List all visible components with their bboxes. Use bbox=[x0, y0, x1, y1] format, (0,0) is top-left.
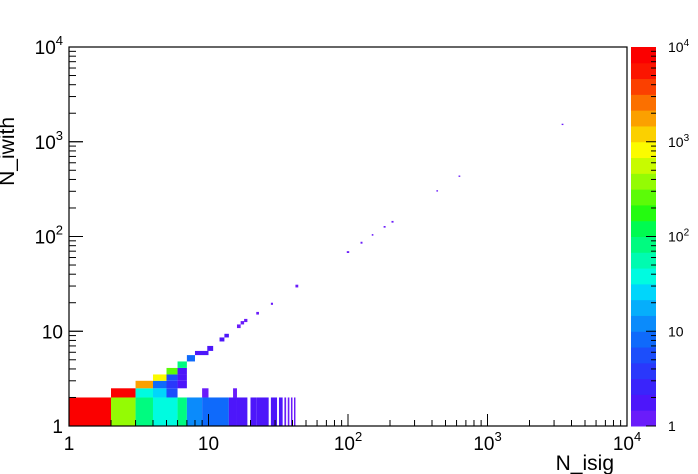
y-axis: 1 10 102 103 104 bbox=[35, 33, 83, 438]
color-bar-segment bbox=[631, 62, 656, 80]
heatmap-cell bbox=[177, 380, 187, 389]
heatmap-cell bbox=[224, 333, 229, 338]
x-tick-label: 1 bbox=[64, 434, 75, 455]
color-bar-segment bbox=[631, 252, 656, 269]
color-bar-segment bbox=[631, 299, 656, 316]
heatmap-cell bbox=[270, 302, 274, 305]
heatmap-cell bbox=[256, 311, 259, 315]
heatmap-cell bbox=[270, 397, 278, 426]
heatmap-cell bbox=[383, 226, 386, 228]
heatmap-cell bbox=[256, 397, 269, 426]
color-bar-tick-label: 102 bbox=[668, 228, 690, 245]
heatmap-cell bbox=[166, 380, 178, 389]
heatmap-cell bbox=[207, 345, 214, 351]
heatmap-cell bbox=[561, 123, 564, 126]
y-tick-label: 104 bbox=[35, 33, 63, 59]
color-bar-segment bbox=[631, 378, 656, 395]
heatmap-cell bbox=[250, 397, 257, 426]
heatmap-cell bbox=[287, 397, 290, 426]
x-axis: 1 10 102 103 104 bbox=[64, 414, 641, 455]
heatmap-cell bbox=[228, 397, 237, 426]
y-tick-label: 10 bbox=[42, 322, 63, 343]
heatmap-cell bbox=[69, 397, 111, 426]
heatmap-cell bbox=[166, 374, 178, 381]
heatmap-cell bbox=[236, 324, 241, 329]
color-bar-segment bbox=[631, 331, 656, 348]
color-bar-segment bbox=[631, 94, 656, 111]
color-bar-segment bbox=[631, 189, 656, 206]
heatmap-cell bbox=[186, 397, 203, 426]
heatmap-cell bbox=[458, 175, 461, 177]
heatmap-cell bbox=[233, 388, 237, 398]
color-bar-segment bbox=[631, 220, 656, 237]
heatmap-cell bbox=[202, 397, 229, 426]
y-tick-label: 102 bbox=[35, 223, 63, 249]
color-bar-segment bbox=[631, 347, 656, 364]
color-bar-tick-label: 1 bbox=[668, 418, 676, 434]
heatmap-cell bbox=[152, 380, 167, 389]
color-bar-tick-label: 103 bbox=[668, 133, 690, 150]
heatmap-cell bbox=[436, 190, 439, 192]
color-bar-segment bbox=[631, 410, 656, 427]
color-bar-segment bbox=[631, 110, 656, 127]
heatmap-cell bbox=[371, 234, 374, 236]
heatmap-cell bbox=[177, 367, 187, 375]
heatmap-cell bbox=[135, 388, 153, 398]
heatmap-cell bbox=[152, 397, 178, 426]
heatmap-cell bbox=[244, 318, 248, 323]
color-bar-tick-label: 10 bbox=[668, 323, 684, 339]
color-bar-segment bbox=[631, 173, 656, 190]
heatmap-cell bbox=[360, 241, 363, 244]
color-bar-segment bbox=[631, 362, 656, 380]
heatmap-cell bbox=[194, 350, 209, 356]
color-bar-segment bbox=[631, 157, 656, 174]
color-bar-segment bbox=[631, 125, 656, 143]
color-bar: 1 10 102 103 104 bbox=[631, 38, 690, 434]
color-bar-segment bbox=[631, 47, 656, 64]
heatmap-cell bbox=[177, 374, 187, 381]
color-bar-segment bbox=[631, 141, 656, 159]
heatmap-cell bbox=[177, 397, 187, 426]
heatmap-cell bbox=[110, 388, 136, 398]
color-bar-segment bbox=[631, 204, 656, 222]
color-bar-segment bbox=[631, 394, 656, 411]
y-tick-label: 1 bbox=[52, 417, 63, 438]
x-tick-label: 103 bbox=[473, 429, 501, 455]
heatmap-cell bbox=[295, 284, 299, 288]
heatmap-cells bbox=[69, 123, 564, 426]
y-axis-title: N_iwith bbox=[0, 117, 19, 186]
heatmap-cell bbox=[166, 388, 178, 398]
heatmap-cell bbox=[135, 397, 153, 426]
color-bar-tick-label: 104 bbox=[668, 38, 690, 55]
x-tick-label: 104 bbox=[613, 429, 641, 455]
x-tick-label: 10 bbox=[198, 434, 219, 455]
heatmap-cell bbox=[152, 374, 167, 381]
heatmap-cell bbox=[346, 251, 350, 253]
color-bar-segment bbox=[631, 78, 656, 95]
heatmap-cell bbox=[135, 380, 153, 389]
x-axis-title: N_isig bbox=[556, 452, 614, 474]
heatmap-cell bbox=[240, 321, 245, 325]
heatmap-cell bbox=[110, 397, 136, 426]
color-bar-segment bbox=[631, 315, 656, 332]
heatmap-cell bbox=[186, 355, 195, 362]
heatmap-cell bbox=[202, 388, 209, 398]
heatmap-cell bbox=[391, 220, 394, 223]
heatmap-cell bbox=[293, 397, 296, 426]
color-bar-segment bbox=[631, 268, 656, 285]
color-bar-segment bbox=[631, 236, 656, 253]
heatmap-cell bbox=[236, 397, 248, 426]
heatmap-cell bbox=[177, 361, 187, 368]
heatmap-cell bbox=[166, 367, 178, 375]
heatmap-cell bbox=[290, 397, 293, 426]
x-tick-label: 102 bbox=[334, 429, 362, 455]
heatmap-cell bbox=[219, 337, 225, 342]
heatmap-cell bbox=[152, 388, 167, 398]
color-bar-segment bbox=[631, 283, 656, 301]
heatmap-cell bbox=[284, 397, 287, 426]
heatmap-cell bbox=[278, 397, 283, 426]
y-tick-label: 103 bbox=[35, 128, 63, 154]
